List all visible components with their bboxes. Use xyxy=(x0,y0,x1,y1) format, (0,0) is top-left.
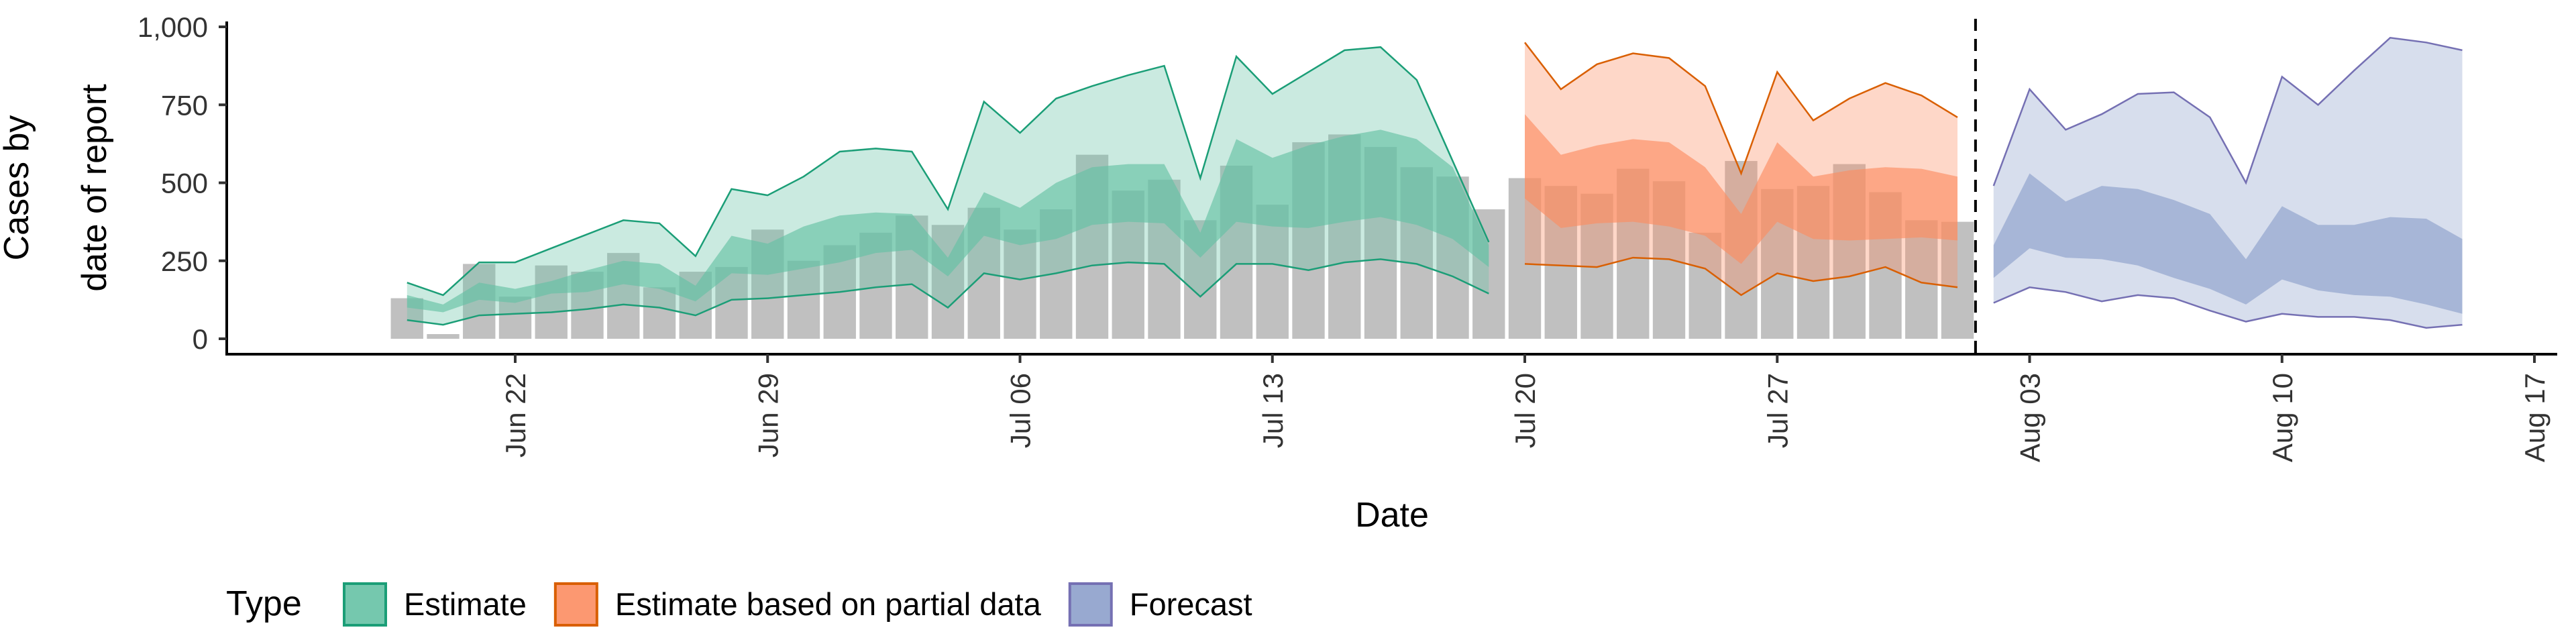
plot-area xyxy=(390,19,2463,354)
reported-cases-bar xyxy=(427,334,460,339)
legend-label: Forecast xyxy=(1130,586,1252,622)
x-tick-label: Jul 13 xyxy=(1257,373,1289,448)
estimate-based-on-partial-data-lower-edge xyxy=(1524,256,1958,297)
x-tick-label: Jul 20 xyxy=(1509,373,1541,448)
estimate-band-50 xyxy=(407,129,1489,313)
x-tick-label: Jun 29 xyxy=(752,373,784,458)
legend-item-estimate: Estimate xyxy=(343,582,527,627)
y-tick-label: 250 xyxy=(161,246,208,277)
legend-swatch xyxy=(343,582,387,627)
estimate-band-90 xyxy=(407,47,1489,325)
forecast-series xyxy=(1992,36,2463,329)
legend: Type Estimate Estimate based on partial d… xyxy=(226,582,1252,627)
x-ticks: Jun 22 Jun 29 Jul 06 Jul 13 Jul 20 Jul 27 Aug … xyxy=(500,354,2551,462)
y-axis-title-2: date of report xyxy=(75,84,114,292)
reported-cases-bar xyxy=(1905,220,1938,339)
reported-cases-bar xyxy=(498,297,532,339)
y-axis-title: Cases by xyxy=(0,115,36,261)
estimate-ribbons xyxy=(407,36,2463,329)
legend-title: Type xyxy=(226,584,302,623)
y-ticks: 0 250 500 750 1,000 xyxy=(138,11,227,355)
legend-swatch xyxy=(1068,582,1113,627)
reported-cases-bar xyxy=(643,287,676,339)
reported-cases-bar xyxy=(1941,221,1974,339)
forecast-lower-edge xyxy=(1993,286,2463,329)
legend-label: Estimate based on partial data xyxy=(615,586,1042,622)
reported-cases-bar xyxy=(1688,232,1721,339)
estimate-upper-edge xyxy=(407,46,1490,297)
x-tick-label: Aug 03 xyxy=(2015,373,2046,462)
legend-swatch xyxy=(553,582,598,627)
x-tick-label: Aug 10 xyxy=(2267,373,2298,462)
y-tick-label: 750 xyxy=(161,89,208,121)
legend-label: Estimate xyxy=(404,586,527,622)
y-tick-label: 500 xyxy=(161,168,208,199)
x-tick-label: Jul 27 xyxy=(1762,373,1793,448)
legend-item-forecast: Forecast xyxy=(1068,582,1252,627)
estimate-based-on-partial-data-upper-edge xyxy=(1524,42,1958,176)
reported-cases-bar xyxy=(1256,205,1289,339)
y-tick-label: 0 xyxy=(193,323,208,355)
reported-cases-bar xyxy=(787,260,820,339)
x-tick-label: Aug 17 xyxy=(2519,373,2551,462)
x-axis-title: Date xyxy=(1355,496,1429,535)
x-tick-label: Jul 06 xyxy=(1005,373,1036,448)
estimate-based-on-partial-data-series xyxy=(1524,42,1958,297)
y-axis-title-line-2: date of report xyxy=(75,84,114,292)
reported-cases-bar xyxy=(535,265,568,339)
axes: 0 250 500 750 1,000 Jun 22 Jun 29 Jul 06 Jul 13… xyxy=(138,11,2557,462)
forecast-band-50 xyxy=(1993,173,2463,314)
y-axis-title-line-1: Cases by xyxy=(0,115,36,261)
x-tick-label: Jun 22 xyxy=(500,373,531,458)
forecast-upper-edge xyxy=(1992,36,2463,186)
estimate-series xyxy=(407,46,1490,326)
legend-item-estimate-based-on-partial-data: Estimate based on partial data xyxy=(553,582,1042,627)
y-tick-label: 1,000 xyxy=(138,11,208,43)
estimate-based-on-partial-data-band-50 xyxy=(1525,114,1957,264)
estimate-lower-edge xyxy=(407,258,1489,326)
reported-cases-bar xyxy=(1004,229,1036,339)
